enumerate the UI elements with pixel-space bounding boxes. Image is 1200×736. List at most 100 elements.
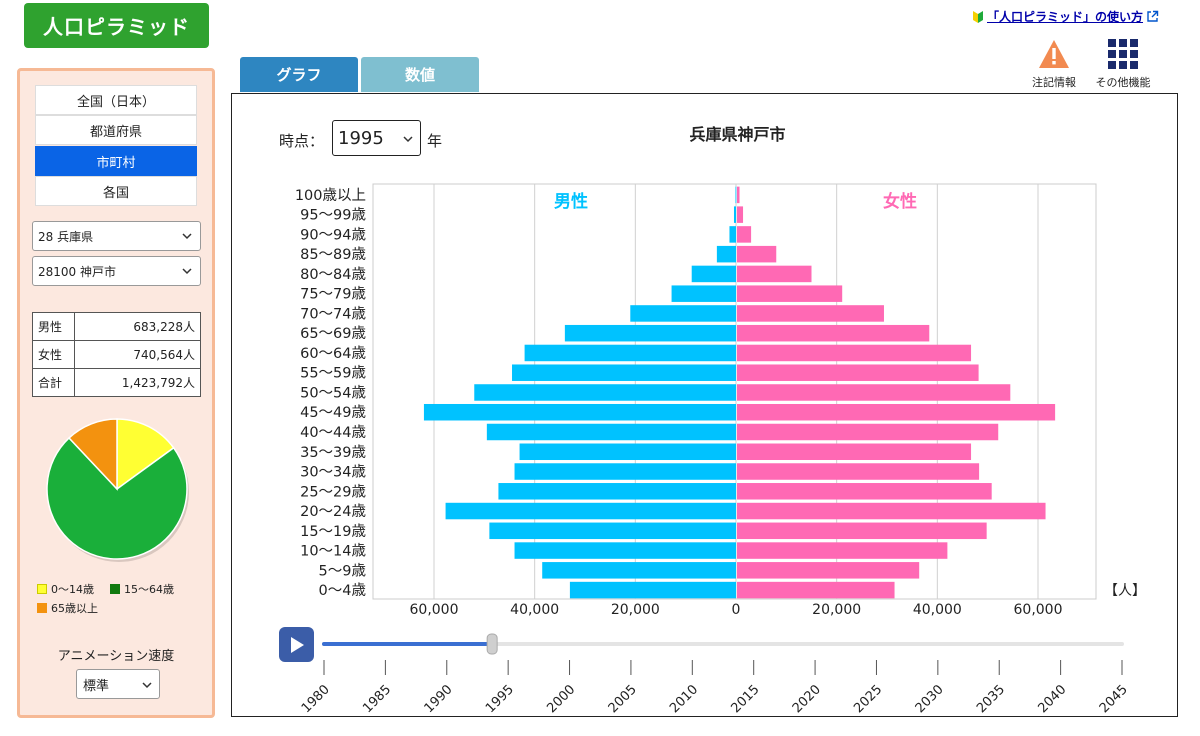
- male-bar: [519, 443, 736, 461]
- female-bar: [737, 463, 980, 480]
- howto-link[interactable]: 「人口ピラミッド」の使い方: [972, 8, 1159, 25]
- city-select-value: 28100 神戸市: [38, 264, 116, 279]
- timeline-year-label: 1985: [360, 682, 394, 716]
- male-bar: [423, 403, 736, 421]
- year-select-value: 1995: [338, 127, 384, 149]
- legend-label: 15〜64歳: [124, 583, 174, 596]
- prefecture-select[interactable]: 28 兵庫県: [32, 221, 201, 251]
- male-bar: [445, 502, 736, 520]
- timeline-year-label: 2030: [913, 682, 947, 716]
- timeline-year-label: 2000: [544, 682, 578, 716]
- play-button[interactable]: [279, 627, 314, 662]
- year-select[interactable]: 1995: [332, 120, 421, 156]
- age-category-label: 100歳以上: [295, 187, 366, 204]
- legend-swatch: [37, 603, 47, 613]
- legend-item-young: 0〜14歳 15〜64歳: [37, 581, 174, 597]
- scope-national[interactable]: 全国（日本）: [35, 85, 197, 115]
- age-category-label: 30〜34歳: [300, 464, 366, 481]
- population-totals-table: 男性 683,228人 女性 740,564人 合計 1,423,792人: [32, 312, 201, 397]
- other-functions-button[interactable]: その他機能: [1088, 38, 1158, 90]
- age-category-label: 55〜59歳: [300, 365, 366, 382]
- scope-countries[interactable]: 各国: [35, 176, 197, 206]
- male-bar: [542, 562, 736, 579]
- timeline-year-label: 2040: [1035, 682, 1069, 716]
- timeline-year-label: 1990: [422, 682, 456, 716]
- chevron-down-icon: [182, 233, 192, 240]
- scope-prefecture[interactable]: 都道府県: [35, 115, 197, 145]
- female-bar: [737, 305, 884, 322]
- timeline-year-label: 1980: [299, 682, 333, 716]
- series-label-male: 男性: [554, 191, 588, 212]
- timeline-year-label: 2025: [851, 682, 885, 716]
- male-bar: [729, 226, 736, 243]
- male-bar: [733, 206, 736, 223]
- table-row: 合計 1,423,792人: [32, 368, 201, 397]
- warning-icon: [1039, 40, 1069, 68]
- animation-speed-value: 標準: [83, 678, 110, 694]
- totals-value-male: 683,228人: [74, 312, 201, 341]
- chevron-down-icon: [182, 268, 192, 275]
- other-functions-label: その他機能: [1095, 76, 1151, 89]
- notes-button[interactable]: 注記情報: [1019, 38, 1089, 90]
- x-tick-label: 0: [732, 602, 741, 618]
- grid-menu-icon: [1108, 39, 1138, 69]
- city-select[interactable]: 28100 神戸市: [32, 256, 201, 286]
- female-bar: [737, 186, 740, 204]
- timeline-year-label: 2045: [1097, 682, 1131, 716]
- female-bar: [737, 542, 948, 559]
- x-tick-label: 20,000: [812, 602, 861, 618]
- table-row: 女性 740,564人: [32, 340, 201, 369]
- male-bar: [489, 522, 736, 540]
- scope-municipality[interactable]: 市町村: [35, 146, 197, 176]
- timeline-year-label: 1995: [483, 682, 517, 716]
- age-category-label: 20〜24歳: [300, 503, 366, 520]
- x-tick-label: 60,000: [1014, 602, 1063, 618]
- female-bar: [737, 206, 744, 223]
- legend-label: 65歳以上: [51, 602, 98, 615]
- age-category-label: 70〜74歳: [300, 305, 366, 322]
- age-category-label: 75〜79歳: [300, 286, 366, 303]
- timeline-year-label: 2005: [606, 682, 640, 716]
- age-category-label: 90〜94歳: [300, 226, 366, 243]
- x-tick-label: 20,000: [611, 602, 660, 618]
- play-icon: [290, 636, 304, 653]
- tab-graph[interactable]: グラフ: [240, 57, 358, 92]
- age-category-label: 85〜89歳: [300, 246, 366, 263]
- male-bar: [514, 542, 736, 559]
- female-bar: [737, 443, 972, 461]
- age-category-label: 60〜64歳: [300, 345, 366, 362]
- female-bar: [737, 344, 972, 362]
- female-bar: [737, 364, 979, 381]
- howto-link-label[interactable]: 「人口ピラミッド」の使い方: [987, 10, 1144, 24]
- age-category-label: 10〜14歳: [300, 543, 366, 560]
- plot-frame: [372, 183, 1097, 600]
- age-pie-chart: [46, 418, 189, 562]
- prefecture-select-value: 28 兵庫県: [38, 229, 94, 244]
- female-bar: [737, 502, 1046, 520]
- age-category-label: 0〜4歳: [319, 582, 366, 599]
- female-bar: [737, 245, 777, 263]
- female-bar: [737, 403, 1056, 421]
- legend-label: 0〜14歳: [51, 583, 94, 596]
- x-tick-label: 40,000: [913, 602, 962, 618]
- male-bar: [486, 423, 736, 441]
- female-bar: [737, 265, 812, 283]
- age-category-label: 65〜69歳: [300, 325, 366, 342]
- pie-slice: [46, 436, 188, 560]
- timeline-thumb[interactable]: [486, 633, 498, 655]
- female-bar: [737, 483, 992, 500]
- tab-values[interactable]: 数値: [361, 57, 479, 92]
- female-bar: [737, 285, 843, 302]
- timeline-year-label: 2035: [974, 682, 1008, 716]
- animation-speed-select[interactable]: 標準: [76, 669, 160, 699]
- female-bar: [737, 226, 752, 243]
- age-category-label: 45〜49歳: [300, 404, 366, 421]
- male-bar: [716, 245, 736, 263]
- pie-slice: [68, 418, 118, 491]
- sidebar: 全国（日本） 都道府県 市町村 各国 28 兵庫県 28100 神戸市 男性 6…: [17, 68, 215, 718]
- legend-swatch: [37, 584, 47, 594]
- time-label: 時点：: [279, 132, 325, 150]
- female-bar: [737, 562, 920, 579]
- timeline-year-label: 2020: [790, 682, 824, 716]
